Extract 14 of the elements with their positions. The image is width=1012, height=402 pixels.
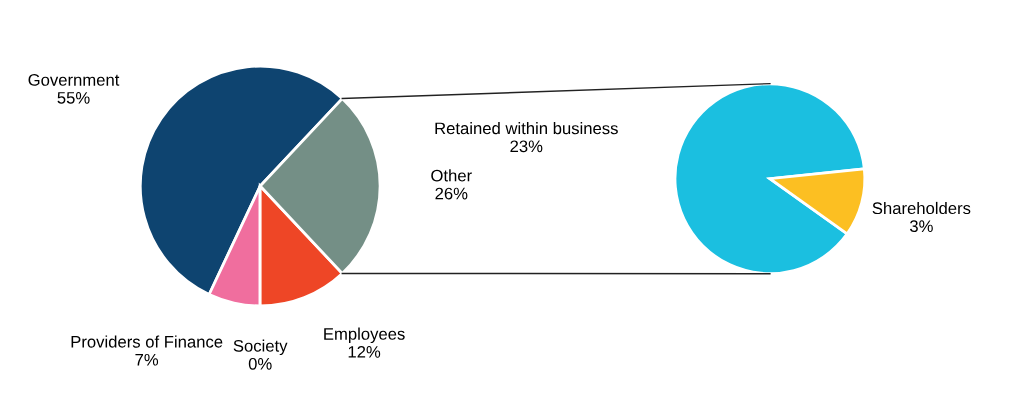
- data-label: 23%: [510, 140, 543, 153]
- slice-label: Shareholders: [872, 201, 971, 215]
- slice-label: Providers of Finance: [71, 335, 223, 348]
- category-label: Society: [233, 339, 288, 356]
- slice-label: Government: [28, 74, 120, 86]
- slice-label: Other: [431, 169, 472, 182]
- data-label: 55%: [57, 92, 90, 104]
- data-label: 12%: [348, 345, 381, 358]
- data-label: 26%: [435, 187, 468, 200]
- slice-label: Employees: [324, 327, 405, 344]
- slice-label: Retained within business: [435, 122, 618, 135]
- data-label: 7%: [135, 353, 159, 366]
- text: 0%: [248, 357, 272, 370]
- data-label: 3%: [909, 220, 933, 233]
